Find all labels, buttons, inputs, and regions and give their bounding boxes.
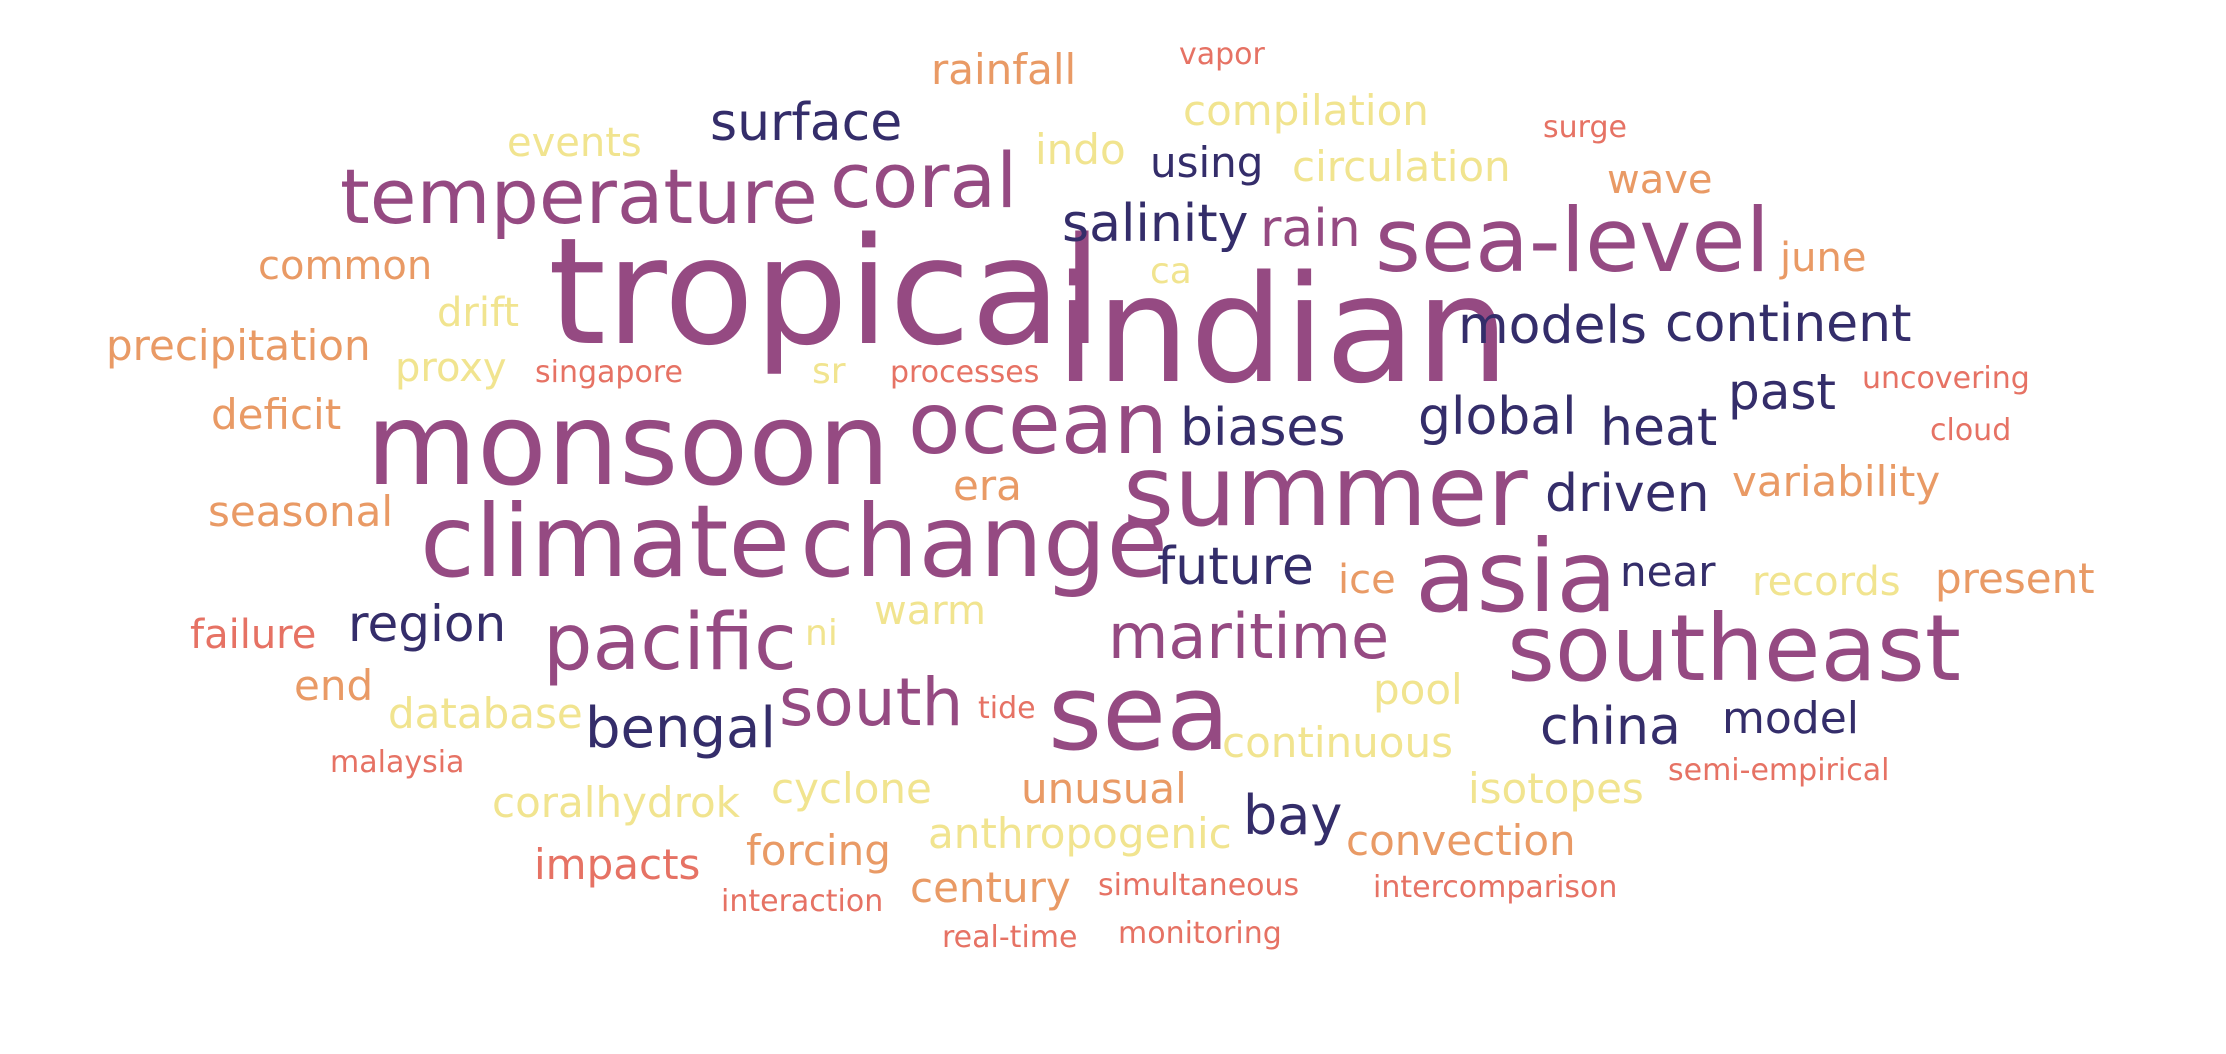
- word-seasonal: seasonal: [208, 487, 394, 536]
- word-southeast: southeast: [1507, 595, 1961, 702]
- word-near: near: [1620, 547, 1716, 596]
- word-processes: processes: [890, 355, 1040, 390]
- word-bay: bay: [1243, 784, 1343, 847]
- word-ca: ca: [1150, 251, 1192, 292]
- word-database: database: [388, 689, 583, 738]
- word-coral: coral: [830, 136, 1018, 225]
- word-surface: surface: [710, 93, 903, 153]
- word-ice: ice: [1338, 557, 1396, 603]
- word-pacific: pacific: [543, 598, 797, 688]
- word-interaction: interaction: [721, 884, 884, 919]
- word-summer: summer: [1123, 435, 1528, 549]
- word-vapor: vapor: [1179, 37, 1265, 72]
- word-sr: sr: [812, 351, 846, 392]
- word-tropical: tropical: [548, 206, 1103, 378]
- word-sea: sea: [1048, 652, 1230, 774]
- word-cloud: cloud: [1930, 413, 2012, 448]
- word-variability: variability: [1732, 457, 1941, 506]
- word-anthropogenic: anthropogenic: [928, 809, 1232, 858]
- word-present: present: [1935, 554, 2095, 603]
- word-singapore: singapore: [535, 355, 683, 390]
- word-unusual: unusual: [1021, 764, 1187, 813]
- word-biases: biases: [1180, 398, 1346, 458]
- word-rain: rain: [1260, 199, 1361, 259]
- word-end: end: [294, 661, 374, 710]
- word-maritime: maritime: [1108, 600, 1390, 673]
- word-china: china: [1540, 697, 1681, 757]
- word-ocean: ocean: [908, 374, 1169, 474]
- word-june: june: [1780, 235, 1867, 281]
- word-past: past: [1728, 363, 1837, 421]
- word-records: records: [1752, 559, 1901, 605]
- word-isotopes: isotopes: [1468, 764, 1644, 813]
- word-region: region: [348, 595, 507, 653]
- word-malaysia: malaysia: [330, 745, 465, 780]
- word-rainfall: rainfall: [931, 45, 1077, 94]
- word-century: century: [910, 863, 1071, 912]
- word-using: using: [1150, 138, 1264, 187]
- word-deficit: deficit: [211, 390, 342, 439]
- word-indian: indian: [1055, 244, 1510, 416]
- word-indo: indo: [1035, 125, 1126, 174]
- word-precipitation: precipitation: [106, 321, 371, 370]
- word-common: common: [258, 243, 433, 289]
- word-coralhydrok: coralhydrok: [492, 778, 740, 827]
- word-surge: surge: [1543, 110, 1627, 145]
- word-model: model: [1722, 693, 1860, 744]
- word-impacts: impacts: [534, 840, 701, 889]
- word-bengal: bengal: [585, 696, 776, 761]
- word-sea-level: sea-level: [1375, 189, 1770, 292]
- word-continent: continent: [1665, 294, 1912, 354]
- word-asia: asia: [1415, 518, 1618, 635]
- word-monsoon: monsoon: [366, 378, 891, 511]
- word-forcing: forcing: [746, 826, 891, 875]
- word-tide: tide: [978, 691, 1036, 726]
- word-global: global: [1418, 387, 1577, 447]
- word-proxy: proxy: [395, 345, 507, 391]
- word-wave: wave: [1607, 157, 1713, 203]
- word-change: change: [800, 483, 1169, 600]
- word-warm: warm: [874, 588, 986, 634]
- word-compilation: compilation: [1183, 86, 1429, 135]
- word-heat: heat: [1600, 398, 1718, 458]
- word-intercomparison: intercomparison: [1373, 870, 1618, 905]
- word-climate: climate: [420, 483, 790, 600]
- word-circulation: circulation: [1292, 142, 1511, 191]
- word-semi-empirical: semi-empirical: [1668, 753, 1890, 788]
- word-ni: ni: [805, 613, 838, 654]
- word-future: future: [1157, 537, 1314, 597]
- word-failure: failure: [190, 612, 317, 658]
- word-driven: driven: [1545, 464, 1710, 524]
- word-cyclone: cyclone: [771, 764, 932, 813]
- word-continuous: continuous: [1222, 718, 1453, 767]
- word-models: models: [1458, 296, 1648, 356]
- word-temperature: temperature: [340, 152, 818, 241]
- word-pool: pool: [1373, 665, 1463, 714]
- word-south: south: [779, 664, 964, 741]
- word-uncovering: uncovering: [1862, 361, 2030, 396]
- word-monitoring: monitoring: [1118, 916, 1282, 951]
- word-salinity: salinity: [1062, 194, 1249, 254]
- word-events: events: [507, 120, 642, 166]
- word-simultaneous: simultaneous: [1098, 868, 1300, 903]
- word-convection: convection: [1346, 816, 1576, 865]
- word-era: era: [953, 461, 1022, 510]
- word-real-time: real-time: [942, 920, 1078, 955]
- word-drift: drift: [437, 290, 520, 336]
